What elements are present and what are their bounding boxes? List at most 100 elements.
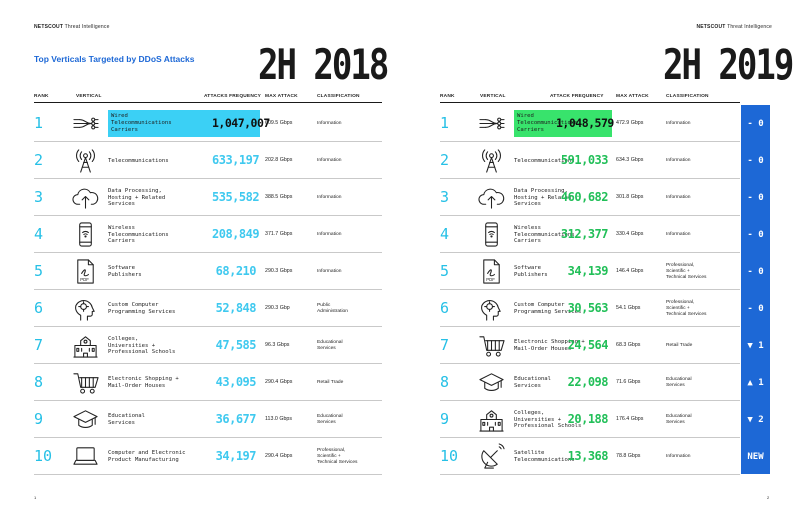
classification: Information xyxy=(666,194,691,200)
table-row: 4 Wireless Telecommunications Carriers 312… xyxy=(440,216,740,253)
vertical-name: Software Publishers xyxy=(108,265,142,278)
vertical-name: Wired Telecommunications Carriers xyxy=(111,113,172,133)
attack-frequency: 312,377 xyxy=(560,227,609,241)
classification: Professional, Scientific + Technical Ser… xyxy=(317,447,358,465)
vertical-name: Electronic Shopping + Mail-Order Houses xyxy=(514,339,585,352)
header-rank: RANK xyxy=(34,94,49,99)
classification: Educational Services xyxy=(317,413,343,425)
attack-frequency: 34,197 xyxy=(215,449,257,463)
rank-number: 1 xyxy=(440,114,450,132)
header-classification: CLASSIFICATION xyxy=(666,94,709,99)
attack-frequency: 34,139 xyxy=(567,264,609,278)
header-classification: CLASSIFICATION xyxy=(317,94,360,99)
vertical-name: Data Processing, Hosting + Related Servi… xyxy=(514,187,572,208)
vertical-name: Educational Services xyxy=(514,376,552,389)
table-row: 10 Satellite Telecommunications 13,368 78.8… xyxy=(440,438,740,475)
rank-number: 8 xyxy=(34,373,44,391)
rank-change-column: - 0 - 0 - 0 - 0 - 0 - 0 ▼ 1 ▲ 1 ▼ 2 NEW xyxy=(741,105,770,474)
graduation-cap-icon xyxy=(478,369,505,396)
max-attack: 609.5 Gbps xyxy=(265,120,293,126)
rank-number: 8 xyxy=(440,373,450,391)
svg-text:PDF: PDF xyxy=(486,277,495,282)
max-attack: 78.8 Gbps xyxy=(616,453,641,459)
shopping-cart-icon xyxy=(478,332,505,359)
rank-change-badge: - 0 xyxy=(747,229,764,240)
smartphone-wifi-icon xyxy=(72,221,99,248)
attack-frequency: 30,563 xyxy=(567,301,609,315)
table-row: 5 PDF Software Publishers 68,210 290.3 Gbps I… xyxy=(34,253,382,290)
rank-number: 5 xyxy=(34,262,44,280)
rank-change-badge: - 0 xyxy=(747,118,764,129)
period-title-2018: 2H 2018 xyxy=(258,41,389,90)
header-frequency: ATTACK FREQUENCY xyxy=(550,94,604,99)
max-attack: 113.0 Gbps xyxy=(265,416,292,422)
table-row: 8 Electronic Shopping + Mail-Order Houses… xyxy=(34,364,382,401)
vertical-name: Colleges, Universities + Professional Sc… xyxy=(108,335,176,356)
table-row: 2 Telecommunications 591,033 634.3 Gbps Info… xyxy=(440,142,740,179)
attack-frequency: 633,197 xyxy=(212,153,260,167)
attack-frequency: 43,095 xyxy=(215,375,257,389)
vertical-name: Data Processing, Hosting + Related Servi… xyxy=(108,187,166,208)
max-attack: 54.1 Gbps xyxy=(616,305,641,311)
vertical-name: Telecommunications xyxy=(108,157,169,164)
classification: Educational Services xyxy=(317,339,343,351)
page-number-left: 1 xyxy=(34,495,37,500)
attack-frequency: 20,188 xyxy=(567,412,609,426)
rank-change-badge: NEW xyxy=(747,451,764,462)
pdf-document-icon: PDF xyxy=(478,258,505,285)
max-attack: 388.5 Gbps xyxy=(265,194,293,200)
rank-number: 9 xyxy=(440,410,450,428)
rank-number: 3 xyxy=(440,188,450,206)
table-row: 6 Custom Computer Programming Services 52,… xyxy=(34,290,382,327)
classification: Information xyxy=(317,120,342,126)
classification: Information xyxy=(317,157,342,163)
wire-cables-icon xyxy=(72,110,99,137)
smartphone-wifi-icon xyxy=(478,221,505,248)
vertical-name: Custom Computer Programming Services xyxy=(108,302,176,315)
table-row: 7 Electronic Shopping + Mail-Order Houses… xyxy=(440,327,740,364)
header-vertical: VERTICAL xyxy=(76,94,102,99)
rank-change-badge: - 0 xyxy=(747,303,764,314)
school-building-icon xyxy=(478,406,505,433)
svg-text:PDF: PDF xyxy=(80,277,89,282)
classification: Educational Services xyxy=(666,413,692,425)
attack-frequency: 24,564 xyxy=(567,338,609,352)
header-rank: RANK xyxy=(440,94,455,99)
brand-label-right: NETSCOUT Threat Intelligence xyxy=(696,24,772,30)
rank-number: 6 xyxy=(34,299,44,317)
vertical-name: Electronic Shopping + Mail-Order Houses xyxy=(108,376,179,389)
page-number-right: 2 xyxy=(767,495,770,500)
laptop-icon xyxy=(72,443,99,470)
attack-frequency: 460,682 xyxy=(560,190,609,204)
classification: Information xyxy=(317,231,342,237)
max-attack: 71.6 Gbps xyxy=(616,379,641,385)
radio-tower-icon xyxy=(478,147,505,174)
rank-number: 7 xyxy=(440,336,450,354)
attack-frequency: 47,585 xyxy=(215,338,257,352)
attack-frequency: 208,849 xyxy=(212,227,260,241)
rank-number: 4 xyxy=(34,225,44,243)
shopping-cart-icon xyxy=(72,369,99,396)
radio-tower-icon xyxy=(72,147,99,174)
table-row: 5 PDF Software Publishers 34,139 146.4 Gbps P… xyxy=(440,253,740,290)
brand-label-left: NETSCOUT Threat Intelligence xyxy=(34,24,110,30)
rank-number: 5 xyxy=(440,262,450,280)
attack-frequency: 68,210 xyxy=(215,264,257,278)
classification: Information xyxy=(666,120,691,126)
classification: Educational Services xyxy=(666,376,692,388)
graduation-cap-icon xyxy=(72,406,99,433)
classification: Information xyxy=(317,268,342,274)
header-max-attack: MAX ATTACK xyxy=(265,94,298,99)
rank-change-badge: - 0 xyxy=(747,155,764,166)
classification: Information xyxy=(666,157,691,163)
max-attack: 330.4 Gbps xyxy=(616,231,644,237)
table-row: 2 Telecommunications 633,197 202.8 Gbps Info… xyxy=(34,142,382,179)
cloud-upload-icon xyxy=(478,184,505,211)
max-attack: 96.3 Gbps xyxy=(265,342,290,348)
pdf-document-icon: PDF xyxy=(72,258,99,285)
head-gear-icon xyxy=(72,295,99,322)
attack-frequency: 13,368 xyxy=(567,449,609,463)
table-row: 10 Computer and Electronic Product Manufa… xyxy=(34,438,382,475)
attack-frequency: 1,048,579 xyxy=(556,116,614,130)
table-row: 1 Wired Telecommunications Carriers 1,048,… xyxy=(440,105,740,142)
